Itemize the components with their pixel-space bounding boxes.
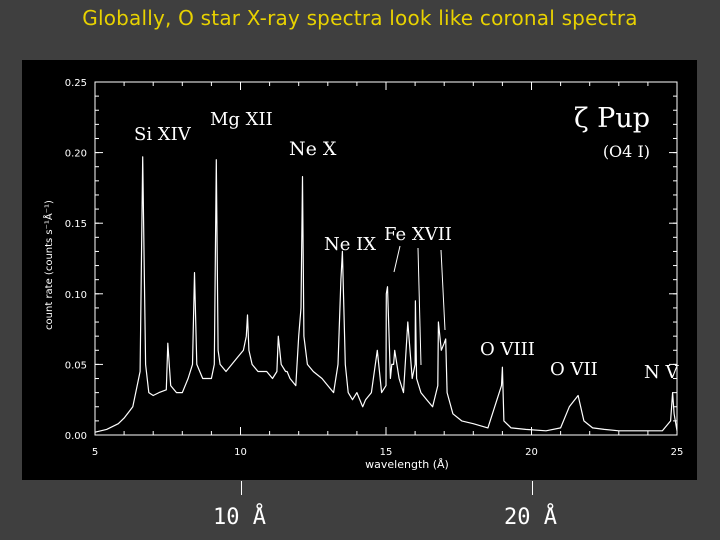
line-label-n-v: N V (644, 362, 679, 383)
x-tick-label: 15 (380, 447, 393, 458)
line-label-ne-ix: Ne IX (324, 234, 376, 255)
y-tick-label: 0.15 (65, 219, 87, 230)
chart-connectors (393, 245, 446, 366)
chart-ticks (94, 81, 678, 436)
x-axis-label: wavelength (Å) (365, 458, 449, 471)
star-name: ζ Pup (574, 103, 650, 134)
chart-labels: 0.00 0.05 0.10 0.15 0.20 0.25 5 10 15 20 25 (65, 78, 684, 458)
x-tick-label: 25 (671, 447, 684, 458)
fe-xvii-connector (393, 245, 401, 273)
chart-series (94, 156, 678, 433)
below-axis-label: 10 Å (213, 505, 266, 530)
below-axis-tick (532, 481, 533, 495)
chart-annotations: Si XIV Mg XII Ne X Ne IX Fe XVII O VIII O VII N… (134, 109, 679, 383)
below-axis-label: 20 Å (504, 505, 557, 530)
x-tick-label: 5 (92, 447, 98, 458)
line-label-mg-xii: Mg XII (210, 109, 273, 130)
y-tick-label: 0.10 (65, 290, 87, 301)
line-label-o-vii: O VII (550, 359, 598, 380)
spectrum-chart: 0.00 0.05 0.10 0.15 0.20 0.25 5 10 15 20 25 Si XIV… (42, 78, 684, 471)
spectrum-figure: 0.00 0.05 0.10 0.15 0.20 0.25 5 10 15 20 25 Si XIV… (22, 60, 697, 480)
below-axis-tick (241, 481, 242, 495)
slide-title: Globally, O star X-ray spectra look like… (82, 6, 638, 30)
y-tick-label: 0.25 (65, 78, 87, 89)
y-tick-label: 0.05 (65, 360, 87, 371)
y-tick-label: 0.20 (65, 149, 87, 160)
x-tick-label: 20 (525, 447, 538, 458)
star-spectral-type: (O4 I) (603, 142, 650, 161)
fe-xvii-connector (440, 249, 446, 331)
line-label-ne-x: Ne X (289, 138, 337, 160)
y-tick-label: 0.00 (65, 431, 87, 442)
line-label-si-xiv: Si XIV (134, 124, 192, 145)
line-label-fe-xvii: Fe XVII (384, 224, 452, 245)
line-label-o-viii: O VIII (480, 339, 535, 360)
x-tick-label: 10 (234, 447, 247, 458)
y-axis-label: count rate (counts s⁻¹Å⁻¹) (42, 200, 55, 330)
spectrum-line (94, 156, 678, 433)
fe-xvii-connector (417, 247, 422, 366)
